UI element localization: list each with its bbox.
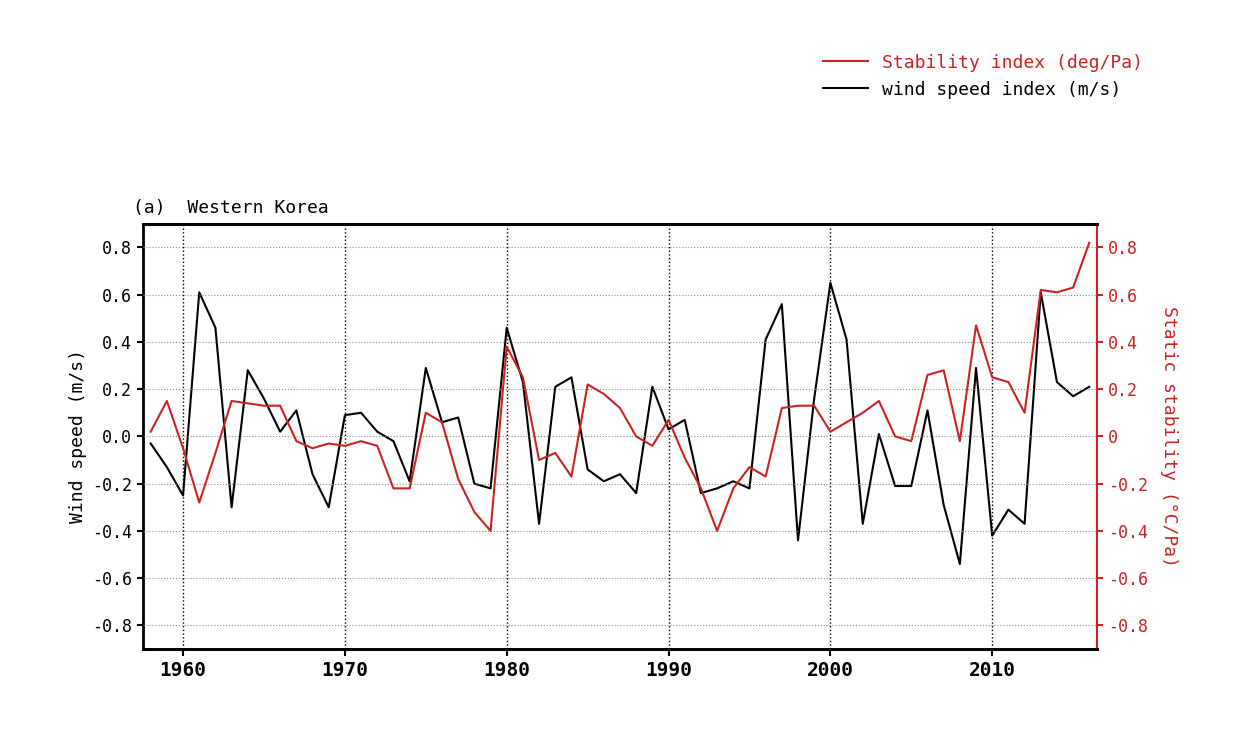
wind speed index (m/s) xyxy=(823,278,838,287)
Line: Stability index (deg/Pa): Stability index (deg/Pa) xyxy=(151,242,1089,531)
Stability index (deg/Pa) xyxy=(176,444,191,453)
Y-axis label: Static stability (°C/Pa): Static stability (°C/Pa) xyxy=(1161,306,1178,567)
wind speed index (m/s) xyxy=(839,335,854,344)
Legend: Stability index (deg/Pa), wind speed index (m/s): Stability index (deg/Pa), wind speed ind… xyxy=(816,46,1151,107)
wind speed index (m/s) xyxy=(176,491,191,500)
Text: (a)  Western Korea: (a) Western Korea xyxy=(133,198,329,216)
wind speed index (m/s) xyxy=(241,366,255,374)
Stability index (deg/Pa) xyxy=(386,484,401,493)
Stability index (deg/Pa) xyxy=(839,418,854,427)
wind speed index (m/s) xyxy=(144,439,159,448)
wind speed index (m/s) xyxy=(386,436,401,445)
wind speed index (m/s) xyxy=(952,560,967,568)
Y-axis label: Wind speed (m/s): Wind speed (m/s) xyxy=(68,349,87,524)
Stability index (deg/Pa) xyxy=(144,427,159,436)
Stability index (deg/Pa) xyxy=(484,527,498,536)
Stability index (deg/Pa) xyxy=(289,436,304,445)
Stability index (deg/Pa) xyxy=(645,442,660,451)
wind speed index (m/s) xyxy=(289,406,304,415)
Stability index (deg/Pa) xyxy=(241,399,255,408)
wind speed index (m/s) xyxy=(1081,383,1096,392)
wind speed index (m/s) xyxy=(629,489,644,498)
Line: wind speed index (m/s): wind speed index (m/s) xyxy=(151,283,1089,564)
Stability index (deg/Pa) xyxy=(1081,238,1096,247)
